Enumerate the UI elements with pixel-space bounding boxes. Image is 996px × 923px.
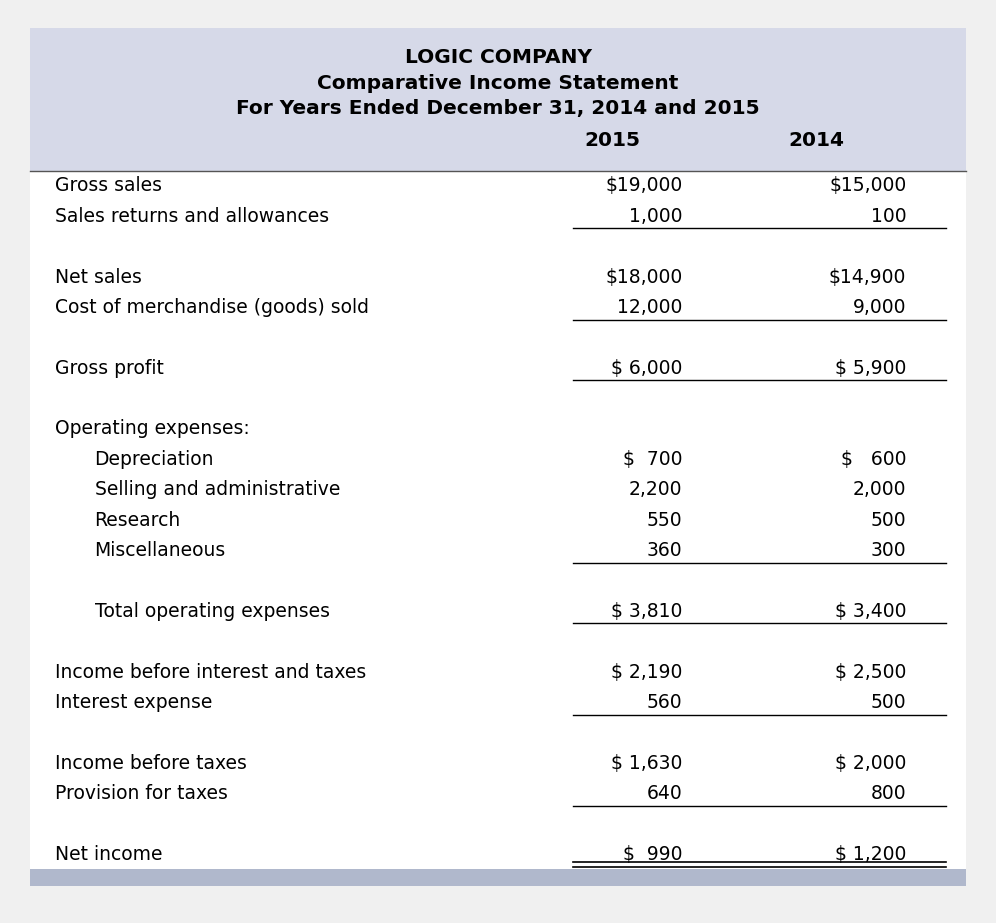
Text: $ 2,190: $ 2,190 <box>611 663 682 681</box>
Text: Net sales: Net sales <box>55 268 141 286</box>
Text: $   600: $ 600 <box>841 450 906 469</box>
Text: $ 1,630: $ 1,630 <box>611 754 682 773</box>
Text: Income before interest and taxes: Income before interest and taxes <box>55 663 367 681</box>
Text: $19,000: $19,000 <box>605 176 682 196</box>
Text: $ 2,000: $ 2,000 <box>835 754 906 773</box>
Text: Sales returns and allowances: Sales returns and allowances <box>55 207 329 226</box>
Text: $ 6,000: $ 6,000 <box>611 359 682 378</box>
Text: 800: 800 <box>871 784 906 803</box>
Text: 2,200: 2,200 <box>628 480 682 499</box>
Text: $ 5,900: $ 5,900 <box>835 359 906 378</box>
Text: 560: 560 <box>646 693 682 712</box>
Text: $ 3,400: $ 3,400 <box>835 602 906 621</box>
Text: Total operating expenses: Total operating expenses <box>95 602 330 621</box>
FancyBboxPatch shape <box>30 869 966 886</box>
Text: Provision for taxes: Provision for taxes <box>55 784 228 803</box>
Text: 2,000: 2,000 <box>853 480 906 499</box>
Text: 1,000: 1,000 <box>628 207 682 226</box>
Text: 100: 100 <box>871 207 906 226</box>
Text: $15,000: $15,000 <box>829 176 906 196</box>
Text: Cost of merchandise (goods) sold: Cost of merchandise (goods) sold <box>55 298 369 317</box>
Text: Net income: Net income <box>55 845 162 864</box>
Text: 360: 360 <box>646 541 682 560</box>
Text: 9,000: 9,000 <box>853 298 906 317</box>
Text: 2015: 2015 <box>585 131 640 150</box>
FancyBboxPatch shape <box>30 28 966 171</box>
Text: Gross sales: Gross sales <box>55 176 161 196</box>
Text: Interest expense: Interest expense <box>55 693 212 712</box>
Text: 300: 300 <box>871 541 906 560</box>
Text: $ 3,810: $ 3,810 <box>611 602 682 621</box>
Text: $ 1,200: $ 1,200 <box>835 845 906 864</box>
Text: $  990: $ 990 <box>622 845 682 864</box>
Text: For Years Ended December 31, 2014 and 2015: For Years Ended December 31, 2014 and 20… <box>236 100 760 118</box>
Text: 2014: 2014 <box>789 131 845 150</box>
Text: LOGIC COMPANY: LOGIC COMPANY <box>404 48 592 66</box>
Text: Gross profit: Gross profit <box>55 359 163 378</box>
Text: 640: 640 <box>646 784 682 803</box>
Text: Miscellaneous: Miscellaneous <box>95 541 226 560</box>
Text: 550: 550 <box>646 510 682 530</box>
Text: $18,000: $18,000 <box>605 268 682 286</box>
FancyBboxPatch shape <box>30 28 966 886</box>
Text: 500: 500 <box>871 693 906 712</box>
Text: $  700: $ 700 <box>622 450 682 469</box>
Text: Research: Research <box>95 510 181 530</box>
Text: Comparative Income Statement: Comparative Income Statement <box>318 74 678 92</box>
Text: $ 2,500: $ 2,500 <box>835 663 906 681</box>
Text: Depreciation: Depreciation <box>95 450 214 469</box>
Text: Selling and administrative: Selling and administrative <box>95 480 340 499</box>
Text: 500: 500 <box>871 510 906 530</box>
Text: Operating expenses:: Operating expenses: <box>55 419 250 438</box>
Text: $14,900: $14,900 <box>829 268 906 286</box>
Text: Income before taxes: Income before taxes <box>55 754 247 773</box>
Text: 12,000: 12,000 <box>617 298 682 317</box>
